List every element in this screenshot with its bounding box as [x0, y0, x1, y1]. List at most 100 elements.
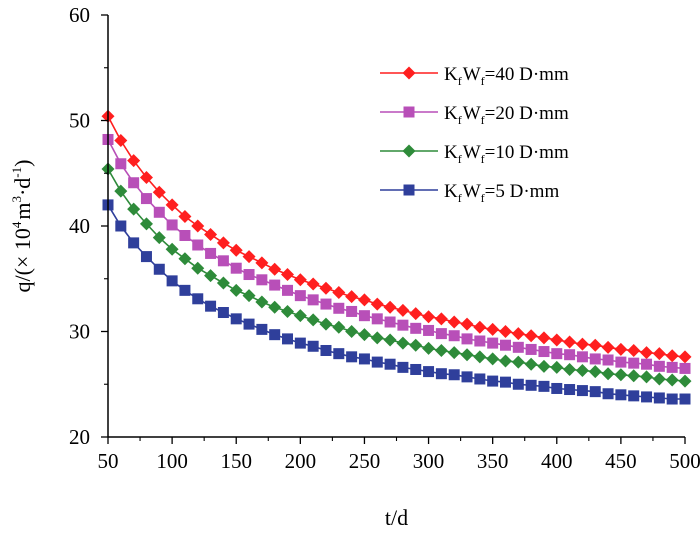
data-point: [564, 384, 576, 396]
data-point: [511, 327, 525, 341]
x-tick-label-500: 500: [669, 449, 700, 473]
legend-entry-3: KfWf=10 D·mm: [380, 142, 569, 166]
data-point: [588, 338, 602, 352]
data-point: [615, 356, 627, 368]
data-point: [474, 335, 486, 347]
data-point: [320, 344, 332, 356]
data-point: [563, 335, 577, 349]
data-point: [293, 309, 307, 323]
data-point: [563, 362, 577, 376]
data-point: [512, 378, 524, 390]
data-point: [614, 368, 628, 382]
x-tick-label-150: 150: [220, 449, 252, 473]
data-point: [397, 319, 409, 331]
data-point: [166, 219, 178, 231]
data-point: [115, 158, 127, 170]
data-point: [127, 202, 141, 216]
data-point: [614, 342, 628, 356]
data-point: [269, 329, 281, 341]
data-point: [191, 261, 205, 275]
data-point: [140, 251, 152, 263]
data-point: [306, 277, 320, 291]
data-point: [383, 333, 397, 347]
data-point: [243, 318, 255, 330]
data-point: [293, 273, 307, 287]
data-point: [114, 134, 128, 148]
legend-marker: [402, 144, 416, 158]
data-point: [165, 198, 179, 212]
y-tick-label-60: 60: [69, 3, 90, 27]
legend-label: KfWf=5 D·mm: [444, 181, 559, 205]
data-point: [460, 348, 474, 362]
data-point: [268, 262, 282, 276]
data-point: [589, 386, 601, 398]
legend-marker: [403, 106, 415, 118]
data-point: [461, 371, 473, 383]
legend-label: KfWf=20 D·mm: [444, 103, 569, 127]
x-tick-label-200: 200: [285, 449, 317, 473]
data-point: [269, 279, 281, 291]
data-point: [498, 354, 512, 368]
data-point: [486, 352, 500, 366]
x-tick-label-250: 250: [349, 449, 381, 473]
series-line-2: [107, 139, 686, 370]
data-point: [653, 360, 665, 372]
data-point: [602, 388, 614, 400]
data-point: [191, 219, 205, 233]
data-point: [139, 170, 153, 184]
data-point: [242, 289, 256, 303]
data-point: [229, 283, 243, 297]
legend: KfWf=40 D·mm KfWf=20 D·mm KfWf=10 D·mm KfWf…: [380, 64, 569, 205]
data-point: [576, 351, 588, 363]
data-point: [319, 281, 333, 295]
data-point: [294, 337, 306, 349]
data-point: [256, 274, 268, 286]
data-point: [434, 312, 448, 326]
data-point: [499, 339, 511, 351]
data-point: [178, 210, 192, 224]
data-point: [243, 269, 255, 281]
data-point: [294, 290, 306, 302]
data-point: [332, 285, 346, 299]
data-point: [217, 255, 229, 267]
data-point: [306, 313, 320, 327]
data-point: [410, 322, 422, 334]
data-point: [139, 217, 153, 231]
data-point: [346, 305, 358, 317]
data-point: [627, 369, 641, 383]
data-point: [525, 343, 537, 355]
data-point: [422, 310, 436, 324]
data-point: [140, 193, 152, 205]
data-point: [370, 297, 384, 311]
data-point: [551, 382, 563, 394]
data-point: [627, 343, 641, 357]
data-point: [511, 355, 525, 369]
data-point: [537, 331, 551, 345]
y-tick-label-40: 40: [69, 214, 90, 238]
data-point: [474, 373, 486, 385]
data-point: [641, 391, 653, 403]
data-point: [229, 243, 243, 257]
data-point: [473, 320, 487, 334]
data-point: [447, 315, 461, 329]
data-point: [152, 185, 166, 199]
data-point: [423, 366, 435, 378]
data-point: [551, 348, 563, 360]
data-point: [152, 231, 166, 245]
data-point: [230, 313, 242, 325]
data-point: [114, 184, 128, 198]
data-point: [575, 364, 589, 378]
x-axis-title: t/d: [385, 505, 408, 530]
data-point: [640, 370, 654, 384]
data-point: [487, 375, 499, 387]
data-point: [205, 300, 217, 312]
data-point: [256, 323, 268, 335]
x-tick-label-400: 400: [541, 449, 573, 473]
data-point: [307, 294, 319, 306]
legend-label: KfWf=40 D·mm: [444, 64, 569, 88]
legend-entry-2: KfWf=20 D·mm: [380, 103, 569, 127]
series-1: [101, 109, 692, 364]
legend-label: KfWf=10 D·mm: [444, 142, 569, 166]
data-point: [589, 353, 601, 365]
